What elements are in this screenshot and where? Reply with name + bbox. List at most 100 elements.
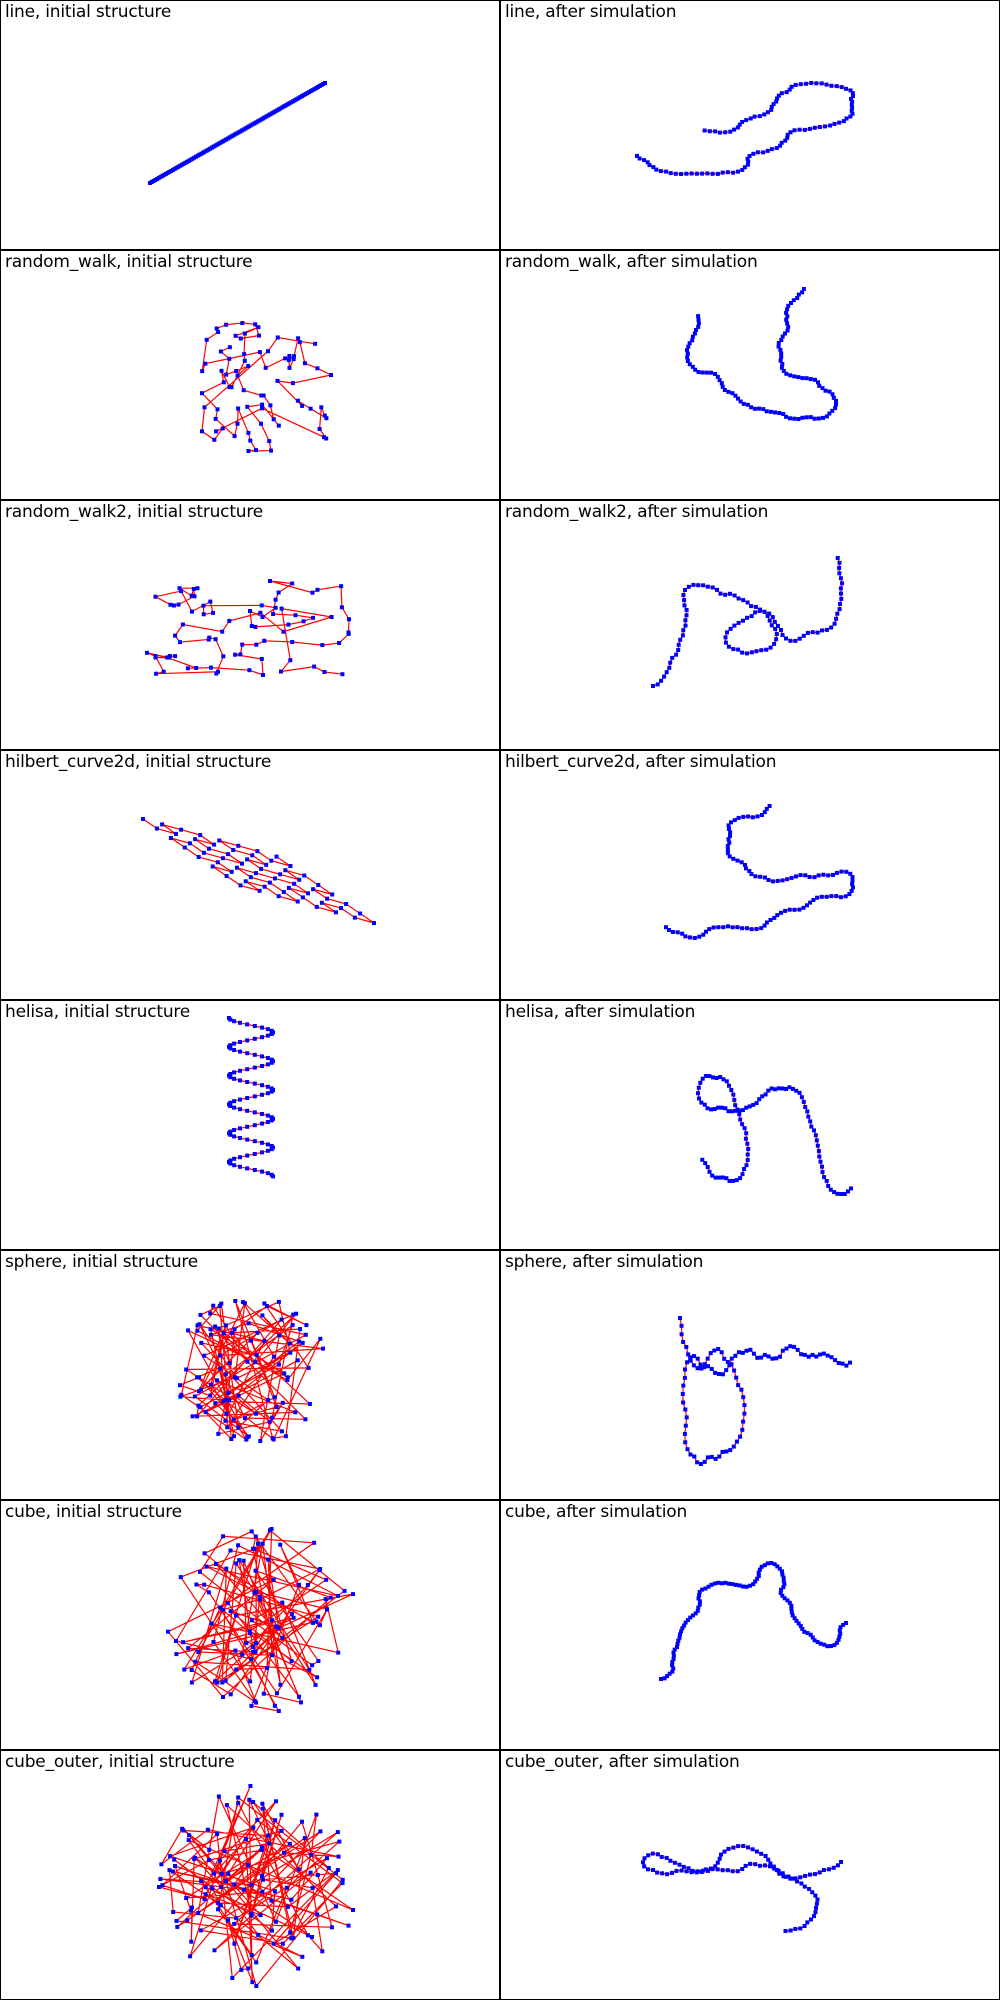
bead-marker (725, 170, 730, 175)
bead-marker (697, 934, 702, 939)
bead-marker (747, 1104, 752, 1109)
bead-marker (685, 1360, 690, 1365)
panel-title: hilbert_curve2d, after simulation (505, 752, 777, 772)
bead-marker (660, 1871, 665, 1876)
bead-marker (226, 852, 231, 857)
bead-marker (313, 1682, 318, 1687)
bead-marker (791, 298, 796, 303)
bead-marker (749, 604, 754, 609)
bead-marker (153, 594, 158, 599)
bead-marker (221, 1695, 225, 1699)
bead-marker (831, 395, 836, 400)
bead-marker (336, 1650, 341, 1655)
bead-marker (788, 373, 793, 378)
bead-marker (731, 647, 736, 652)
bead-marker (780, 362, 785, 366)
bead-marker (775, 878, 780, 883)
panel-random-walk-initial: random_walk, initial structure (0, 250, 500, 500)
bead-marker (786, 303, 791, 308)
bead-marker (762, 1563, 767, 1568)
bead-marker (818, 1641, 823, 1646)
bead-marker (295, 1358, 300, 1363)
bead-marker (272, 1889, 277, 1894)
bead-marker (276, 590, 281, 595)
bead-marker (828, 123, 833, 128)
bead-marker (685, 355, 690, 360)
bead-marker (788, 1928, 793, 1933)
bead-marker (309, 1852, 314, 1857)
bead-marker (180, 622, 185, 627)
bead-marker (262, 884, 267, 889)
bead-marker (168, 1854, 173, 1859)
bead-marker (682, 603, 687, 608)
bead-marker (242, 352, 247, 357)
bead-marker (238, 1155, 242, 1160)
bead-marker (272, 1703, 277, 1708)
bead-marker (780, 334, 785, 339)
bead-marker (255, 849, 260, 854)
bead-marker (745, 1158, 750, 1162)
bead-marker (694, 1870, 699, 1875)
bead-marker (780, 1086, 785, 1091)
bead-marker (342, 1588, 347, 1593)
bead-marker (734, 1439, 739, 1444)
bead-marker (203, 1410, 208, 1415)
bead-marker (705, 1106, 710, 1111)
bead-marker (698, 1462, 703, 1466)
bead-marker (267, 1419, 272, 1424)
bead-marker (306, 891, 310, 896)
bead-marker (781, 1585, 786, 1590)
bead-marker (835, 1191, 840, 1196)
bead-marker (246, 1863, 251, 1868)
bead-marker (680, 1392, 685, 1396)
bead-marker (192, 1394, 197, 1399)
bead-marker (733, 1108, 738, 1113)
bead-marker (265, 1142, 270, 1147)
bead-marker (278, 872, 283, 877)
structure-plot (227, 1016, 275, 1179)
bead-marker (799, 1352, 804, 1357)
bead-marker (787, 907, 792, 912)
bead-marker (330, 892, 335, 897)
bead-marker (722, 1356, 727, 1361)
bead-marker (245, 1096, 250, 1100)
bead-marker (834, 616, 839, 621)
bead-marker (273, 597, 278, 602)
bead-marker (850, 91, 855, 96)
bead-marker (240, 861, 244, 866)
bead-marker (748, 1347, 753, 1352)
bead-marker (695, 1366, 700, 1371)
bond-chain (642, 1845, 842, 1932)
bead-marker (775, 623, 780, 628)
bead-marker (279, 1828, 284, 1833)
bead-marker (745, 1141, 750, 1146)
bead-marker (228, 1104, 233, 1108)
bead-marker (809, 1124, 814, 1129)
bead-marker (685, 1618, 690, 1623)
bead-marker (275, 1691, 279, 1696)
bead-marker (715, 1860, 720, 1865)
bead-marker (271, 1941, 276, 1946)
bead-marker (211, 1871, 216, 1876)
bead-marker (182, 1667, 187, 1672)
bead-marker (814, 1354, 819, 1359)
bead-marker (266, 1557, 271, 1562)
bead-marker (792, 374, 797, 379)
bead-marker (740, 1867, 745, 1871)
bead-marker (764, 409, 769, 414)
bead-marker (202, 1551, 207, 1556)
bead-marker (756, 1573, 761, 1578)
bead-marker (215, 1378, 219, 1383)
panel-helisa-after: helisa, after simulation (500, 1000, 1000, 1250)
bead-marker (805, 903, 809, 908)
bead-marker (229, 1437, 234, 1441)
bead-marker (697, 1599, 702, 1604)
bead-marker (246, 1434, 251, 1439)
bead-marker (303, 1417, 308, 1422)
bead-marker (726, 1109, 731, 1114)
bead-marker (684, 1869, 689, 1874)
bead-marker (344, 902, 349, 906)
bead-marker (287, 365, 292, 370)
bead-marker (779, 1587, 784, 1592)
bead-marker (763, 1863, 767, 1868)
